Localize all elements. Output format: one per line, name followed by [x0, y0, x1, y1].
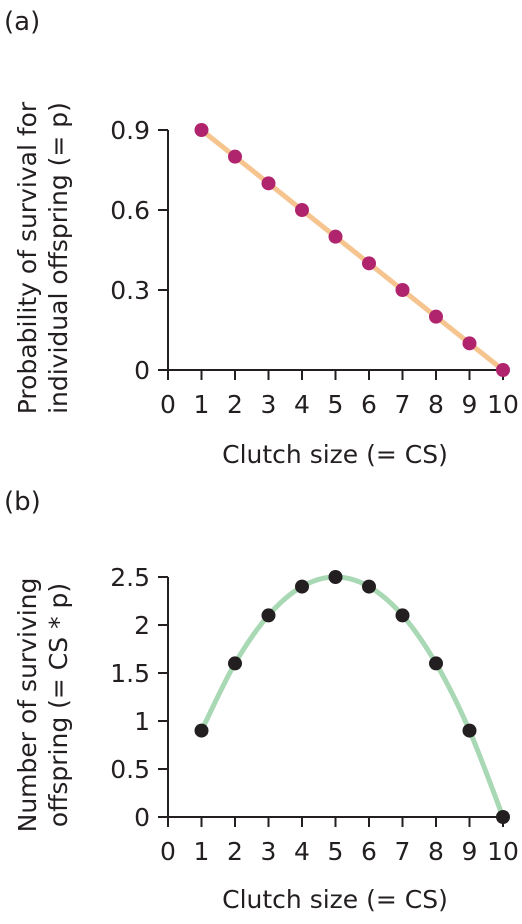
y-axis-title-a-line2: individual offspring (= p) — [44, 102, 73, 414]
x-ticks-b: 0 1 2 3 4 5 6 7 8 9 10 — [160, 817, 519, 866]
y-axis-title-b-line2: offspring (= CS * p) — [44, 583, 73, 827]
y-tick-label: 0.9 — [110, 116, 150, 145]
y-tick-label: 0.5 — [110, 755, 150, 784]
y-tick-label: 0 — [134, 803, 150, 832]
data-point — [362, 579, 376, 594]
x-tick-label: 0 — [160, 837, 176, 866]
y-ticks-b: 0 0.5 1 1.5 2 2.5 — [110, 563, 168, 832]
data-point — [429, 656, 443, 671]
x-axis-title-a: Clutch size (= CS) — [222, 440, 448, 469]
y-tick-label: 0.3 — [110, 276, 150, 305]
x-tick-label: 7 — [395, 390, 411, 419]
series-line — [199, 574, 506, 820]
x-tick-label: 10 — [487, 837, 519, 866]
y-tick-label: 1 — [134, 707, 150, 736]
x-tick-label: 2 — [227, 390, 243, 419]
chart-panel-b: (b) Number of surviving offspring (= CS … — [4, 487, 519, 914]
y-axis-title-b-line1: Number of surviving — [13, 578, 42, 833]
data-point — [395, 283, 410, 297]
x-axis-title-b: Clutch size (= CS) — [222, 885, 448, 914]
x-tick-label: 3 — [261, 390, 277, 419]
data-point — [295, 203, 309, 217]
data-point — [496, 363, 510, 377]
x-tick-label: 5 — [328, 390, 344, 419]
data-point — [295, 579, 309, 594]
series-line — [199, 127, 506, 373]
data-point — [395, 608, 410, 623]
y-ticks-a: 0 0.3 0.6 0.9 — [110, 116, 168, 385]
y-axis-title-a-line1: Probability of survival for — [13, 101, 42, 414]
x-tick-label: 1 — [194, 390, 210, 419]
y-tick-label: 1.5 — [110, 659, 150, 688]
x-tick-label: 8 — [428, 390, 444, 419]
data-point — [328, 229, 343, 244]
x-tick-label: 2 — [227, 837, 243, 866]
x-tick-label: 9 — [462, 837, 478, 866]
x-tick-label: 1 — [194, 837, 210, 866]
panel-label-a: (a) — [4, 7, 40, 37]
data-point — [462, 336, 477, 351]
x-tick-label: 3 — [261, 837, 277, 866]
data-point — [462, 723, 477, 738]
data-point — [429, 309, 443, 324]
data-point — [194, 723, 209, 738]
chart-panel-a: (a) Probability of survival for individu… — [4, 7, 519, 469]
x-tick-label: 4 — [294, 390, 310, 419]
x-tick-label: 9 — [462, 390, 478, 419]
y-tick-label: 2 — [134, 611, 150, 640]
data-point — [228, 149, 242, 164]
panel-label-b: (b) — [4, 487, 41, 517]
x-tick-label: 10 — [487, 390, 519, 419]
series-a — [194, 123, 510, 377]
data-point — [362, 256, 376, 271]
data-point — [194, 123, 209, 137]
x-tick-label: 6 — [361, 390, 377, 419]
data-point — [261, 608, 276, 623]
data-point — [228, 656, 242, 671]
data-point — [328, 570, 343, 584]
y-tick-label: 2.5 — [110, 563, 150, 592]
x-tick-label: 0 — [160, 390, 176, 419]
series-b — [194, 570, 510, 824]
data-point — [261, 176, 276, 191]
x-tick-label: 4 — [294, 837, 310, 866]
y-tick-label: 0 — [134, 356, 150, 385]
x-tick-label: 5 — [328, 837, 344, 866]
x-tick-label: 7 — [395, 837, 411, 866]
y-tick-label: 0.6 — [110, 196, 150, 225]
x-ticks-a: 0 1 2 3 4 5 6 7 8 9 10 — [160, 370, 519, 419]
data-point — [496, 810, 510, 824]
x-tick-label: 8 — [428, 837, 444, 866]
x-tick-label: 6 — [361, 837, 377, 866]
